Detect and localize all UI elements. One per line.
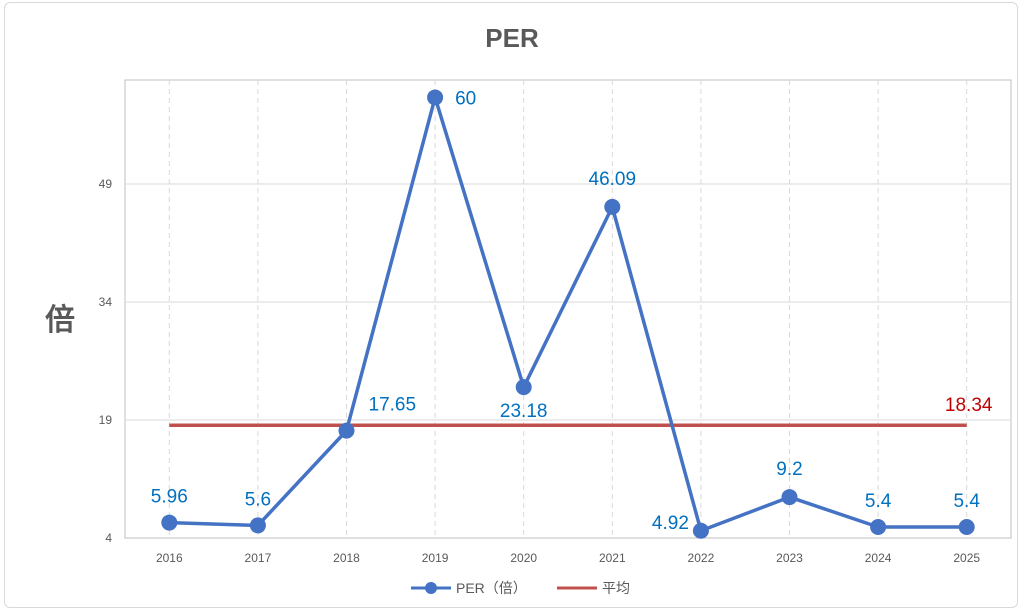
- x-tick-label: 2019: [422, 551, 449, 565]
- legend-average-label: 平均: [602, 580, 630, 596]
- per-data-point: [604, 198, 621, 215]
- per-data-label: 5.6: [245, 489, 271, 510]
- average-series: 18.34: [169, 395, 993, 427]
- per-data-point: [427, 89, 444, 106]
- average-data-label: 18.34: [945, 395, 993, 416]
- per-data-point: [870, 518, 887, 535]
- legend: PER（倍） 平均: [411, 580, 630, 596]
- x-tick-label: 2023: [776, 551, 803, 565]
- y-axis-label: 倍: [45, 303, 75, 337]
- per-data-label: 17.65: [369, 395, 417, 416]
- plot-area: [124, 79, 1012, 539]
- y-tick-label: 49: [99, 177, 113, 191]
- per-data-label: 5.4: [865, 491, 892, 512]
- per-data-point: [338, 422, 355, 439]
- data-labels: 5.96 5.6 17.65 60 23.18 46.09 4.92 9.2 5.4 5.4: [151, 88, 981, 533]
- per-data-label: 5.96: [151, 487, 188, 508]
- x-tick-label: 2021: [599, 551, 626, 565]
- per-data-label: 5.4: [953, 491, 980, 512]
- per-data-label: 23.18: [500, 401, 548, 422]
- y-tick-label: 34: [99, 295, 113, 309]
- x-tick-label: 2022: [688, 551, 715, 565]
- gridlines: [125, 80, 1011, 538]
- x-tick-label: 2020: [510, 551, 537, 565]
- x-tick-label: 2016: [156, 551, 183, 565]
- x-tick-label: 2018: [333, 551, 360, 565]
- chart-title: PER: [485, 23, 539, 53]
- per-data-label: 9.2: [776, 459, 802, 480]
- legend-per-marker: [425, 582, 437, 594]
- x-tick-label: 2024: [865, 551, 892, 565]
- x-tick-label: 2017: [245, 551, 272, 565]
- per-data-point: [515, 379, 532, 396]
- per-data-label: 46.09: [589, 169, 637, 190]
- per-data-point: [692, 522, 709, 539]
- axis-ticks: 4 19 34 49 2016 2017 2018 2019 2020 2021 2022 2023 2…: [99, 177, 981, 565]
- per-data-point: [781, 489, 798, 506]
- per-series: [161, 89, 975, 539]
- per-data-label: 60: [455, 88, 476, 109]
- legend-per-label: PER（倍）: [456, 580, 527, 596]
- per-series-line: [169, 95, 967, 533]
- y-tick-label: 4: [105, 531, 112, 545]
- per-data-point: [958, 518, 975, 535]
- x-tick-label: 2025: [953, 551, 980, 565]
- per-data-point: [249, 517, 266, 534]
- per-data-label: 4.92: [652, 513, 689, 534]
- chart-frame: [4, 2, 1018, 608]
- y-tick-label: 19: [99, 413, 113, 427]
- per-data-point: [161, 514, 178, 531]
